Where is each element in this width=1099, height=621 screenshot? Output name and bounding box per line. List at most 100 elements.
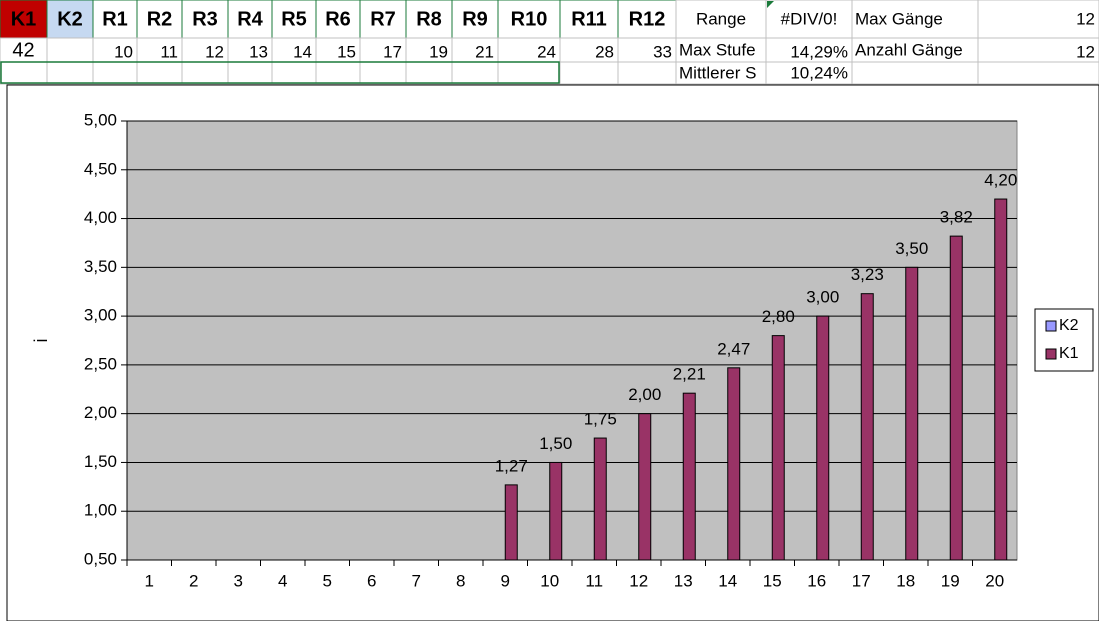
cell-text: R1: [102, 8, 128, 30]
legend-label[interactable]: K2: [1059, 317, 1079, 334]
cell[interactable]: [765, 37, 853, 63]
cell-text: 33: [653, 42, 672, 61]
y-tick-label: 3,00: [84, 306, 117, 325]
x-tick-label: 1: [145, 571, 154, 590]
data-label: 1,50: [539, 434, 572, 453]
cell-text: 24: [537, 42, 556, 61]
cell-text: 10,24%: [790, 63, 848, 82]
cell[interactable]: [559, 0, 619, 39]
cell-text: R6: [325, 8, 351, 30]
cell[interactable]: [559, 61, 619, 85]
cell[interactable]: [181, 0, 229, 39]
cell-text: 13: [249, 42, 268, 61]
y-tick-label: 4,50: [84, 159, 117, 178]
cell[interactable]: [136, 37, 183, 63]
cell[interactable]: [46, 61, 94, 85]
cell-text: 14: [293, 42, 312, 61]
cell[interactable]: [977, 0, 1099, 39]
bar: [638, 413, 652, 561]
cell-text: R4: [237, 8, 263, 30]
data-label: 3,82: [940, 208, 973, 227]
cell[interactable]: [46, 37, 94, 63]
bar: [727, 367, 741, 561]
legend: [1034, 308, 1094, 372]
bar: [949, 235, 963, 561]
cell-text: Max Gänge: [855, 9, 943, 28]
cell-text: 10: [114, 42, 133, 61]
cell-text: 21: [475, 42, 494, 61]
cell[interactable]: [451, 37, 499, 63]
x-tick-label: 8: [456, 571, 465, 590]
cell[interactable]: [227, 61, 273, 85]
cell-text: Max Stufe: [679, 40, 756, 59]
cell[interactable]: [315, 0, 361, 39]
cell-text: R11: [571, 8, 607, 30]
cell-text: R8: [416, 8, 442, 30]
cell[interactable]: [359, 61, 407, 85]
y-tick-label: 2,00: [84, 403, 117, 422]
y-tick-label: 4,00: [84, 208, 117, 227]
x-tick-label: 19: [941, 571, 960, 590]
y-tick-label: 1,50: [84, 452, 117, 471]
cell[interactable]: [92, 0, 138, 39]
data-label: 1,27: [495, 456, 528, 475]
cell-text: 12: [205, 42, 224, 61]
cell[interactable]: [675, 0, 767, 39]
cell[interactable]: [271, 37, 317, 63]
cell[interactable]: [617, 61, 677, 85]
cell[interactable]: [977, 61, 1099, 85]
bar: [816, 315, 830, 561]
selection: [0, 61, 560, 84]
cell[interactable]: [136, 61, 183, 85]
cell-text: 15: [337, 42, 356, 61]
cell[interactable]: [451, 61, 499, 85]
cell[interactable]: [0, 61, 48, 85]
x-tick-label: 10: [540, 571, 559, 590]
cell[interactable]: [359, 0, 407, 39]
cell-text: #DIV/0!: [781, 9, 838, 28]
legend-swatch: [1045, 348, 1057, 360]
legend-label[interactable]: K1: [1059, 345, 1079, 362]
cell[interactable]: [451, 0, 499, 39]
cell[interactable]: [271, 61, 317, 85]
comment-marker: [767, 1, 774, 8]
plot-area: [126, 120, 1018, 561]
bar: [860, 293, 874, 561]
cell[interactable]: [851, 61, 979, 85]
cell[interactable]: [92, 61, 138, 85]
data-label: 2,47: [717, 339, 750, 358]
data-label: 2,21: [673, 365, 706, 384]
cell[interactable]: [765, 0, 853, 39]
cell[interactable]: [315, 37, 361, 63]
data-label: 2,80: [762, 307, 795, 326]
x-tick-label: 6: [367, 571, 376, 590]
cell-text: 11: [160, 42, 178, 61]
x-tick-label: 9: [501, 571, 510, 590]
cell[interactable]: [0, 0, 48, 39]
y-tick-label: 5,00: [84, 110, 117, 129]
cell-text: 17: [383, 42, 402, 61]
x-tick-label: 12: [629, 571, 648, 590]
x-tick-label: 2: [189, 571, 198, 590]
bar: [771, 335, 785, 561]
cell[interactable]: [0, 37, 48, 63]
cell-text: 19: [429, 42, 448, 61]
data-label: 3,23: [851, 265, 884, 284]
cell-text: K2: [57, 8, 83, 30]
cell-text: 28: [595, 42, 614, 61]
cell-text: R5: [281, 8, 307, 30]
cell[interactable]: [497, 61, 561, 85]
cell[interactable]: [559, 37, 619, 63]
cell[interactable]: [497, 37, 561, 63]
cell[interactable]: [181, 61, 229, 85]
cell-text: R3: [192, 8, 218, 30]
bar: [504, 484, 518, 561]
cell[interactable]: [405, 61, 453, 85]
cell-text: R10: [511, 8, 548, 30]
data-label: 3,00: [806, 288, 839, 307]
data-label: 3,50: [895, 239, 928, 258]
cell[interactable]: [92, 37, 138, 63]
cell-text: Range: [696, 9, 746, 28]
cell[interactable]: [315, 61, 361, 85]
